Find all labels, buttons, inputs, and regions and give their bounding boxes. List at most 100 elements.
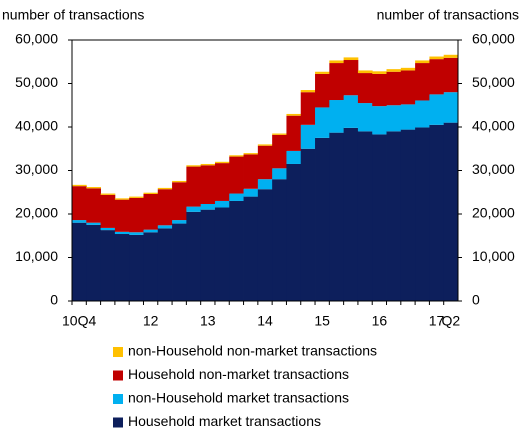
bar-segment [257,144,273,146]
bar-segment [329,100,345,133]
bar-segment [200,203,216,210]
bar-segment [72,220,87,223]
bar-segment [243,196,259,301]
bar-segment [272,179,287,301]
y2-tick-label: 40,000 [472,118,515,134]
bar-segment [443,92,459,123]
bar-segment [429,124,445,301]
bar-segment [400,67,416,71]
bar-segment [114,198,130,200]
bar-segment [157,187,173,190]
bar-segment [100,227,116,231]
bar-segment [186,206,202,212]
bar-segment [400,104,416,130]
bar-segment [243,153,259,155]
bar-segment [100,230,116,301]
y-tick-label: 20,000 [15,205,58,221]
bar-segment [386,131,402,301]
bar-segment [229,193,244,201]
y2-tick-label: 60,000 [472,31,515,47]
bar-segment [315,73,330,108]
bar-segment [343,60,359,96]
bar-segment [257,189,273,301]
bar-segment [400,129,416,301]
y-tick-label: 30,000 [15,161,58,177]
bar-segment [286,113,302,116]
bar-segment [172,182,187,221]
bar-segment [386,105,402,132]
bar-segment [72,184,87,187]
legend-label: Household non-market transactions [128,366,349,382]
bar-segment [372,71,387,74]
bar-segment [343,95,359,128]
bar-segment [257,145,273,180]
bar-segment [186,165,202,167]
bar-segment [157,228,173,301]
bar-segment [415,127,430,301]
bar-segment [200,209,216,301]
x-tick-label: 16 [372,313,388,329]
bar-segment [86,187,101,189]
bar-segment [157,189,173,226]
bar-segment [357,70,373,74]
y2-axis-label: number of transactions [377,7,519,23]
legend-label: Household market transactions [128,413,321,429]
bar-segment [129,197,144,233]
bar-segment [100,193,116,195]
bar-segment [286,150,302,164]
y-tick-label: 60,000 [15,31,58,47]
bar-segment [343,57,359,61]
bar-segment [129,232,144,235]
bar-segment [186,166,202,207]
bar-segment [372,134,387,301]
bar-segment [415,63,430,101]
bar-segment [143,192,159,194]
legend-label: non-Household market transactions [128,390,349,406]
bar-segment [300,90,316,93]
bar-segment [72,222,87,301]
bar-segment [386,71,402,106]
legend-swatch [113,347,123,357]
bar-segment [372,73,387,107]
bar-segment [129,234,144,301]
y2-tick-label: 10,000 [472,248,515,264]
bar-segment [114,234,130,301]
bar-segment [114,199,130,232]
bar-segment [400,70,416,105]
bar-segment [329,63,345,101]
bar-segment [300,148,316,301]
y2-tick-label: 0 [472,292,480,308]
bar-segment [343,127,359,302]
x-tick-label: 14 [257,313,273,329]
bar-segment [429,59,445,95]
y2-tick-label: 30,000 [472,161,515,177]
bar-segment [243,188,259,197]
bar-segment [315,107,330,138]
bar-segment [186,211,202,301]
y-tick-label: 0 [50,292,58,308]
bar-segment [272,134,287,169]
bar-segment [286,115,302,151]
x-tick-label: Q2 [442,313,461,329]
bar-segment [329,60,345,64]
bar-segment [386,69,402,72]
bar-segment [86,188,101,223]
bar-segment [300,92,316,125]
bar-segment [329,132,345,301]
bar-segment [172,180,187,183]
y-tick-label: 40,000 [15,118,58,134]
bar-segment [143,229,159,233]
bar-segment [172,223,187,301]
bar-segment [443,122,459,302]
legend-swatch [113,370,123,381]
legend-swatch [113,417,123,428]
bar-segment [357,73,373,104]
bar-segment [72,186,87,221]
bar-segment [372,106,387,135]
bar-segment [415,60,430,64]
bar-segment [214,207,230,301]
x-tick-label: 13 [200,313,216,329]
bar-segment [357,131,373,301]
bar-segment [157,225,173,229]
